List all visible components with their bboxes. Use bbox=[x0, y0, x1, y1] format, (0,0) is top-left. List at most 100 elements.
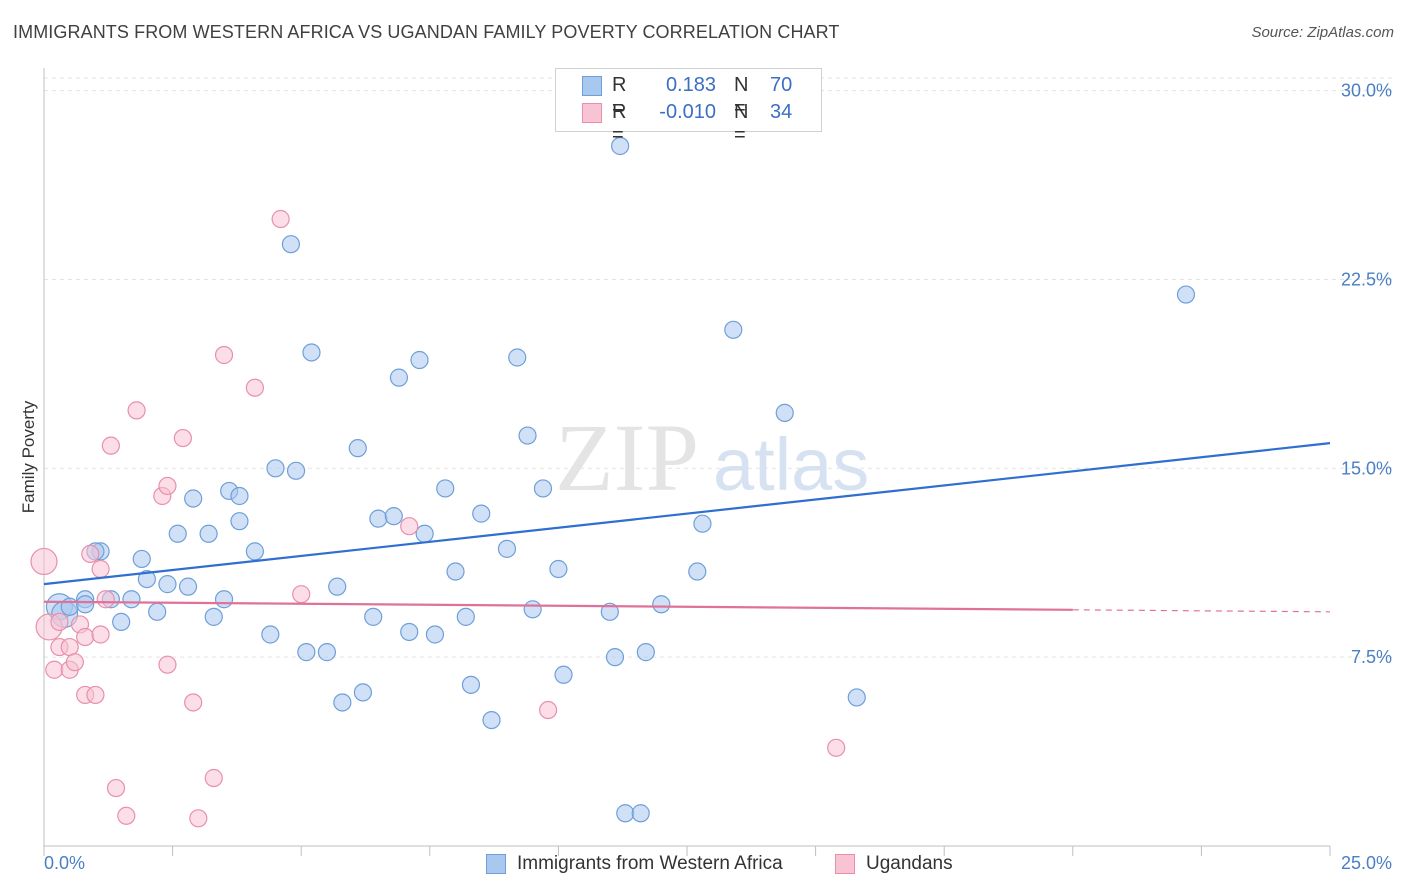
data-point bbox=[76, 595, 95, 614]
data-point bbox=[600, 602, 619, 621]
data-point bbox=[693, 514, 712, 533]
watermark-zip: ZIP bbox=[555, 404, 699, 511]
data-point bbox=[45, 660, 64, 679]
legend-n-value: 34 bbox=[770, 101, 793, 123]
data-point bbox=[549, 559, 568, 579]
bottom-legend-swatch-blue bbox=[486, 854, 506, 874]
data-point bbox=[132, 549, 151, 569]
data-point bbox=[508, 348, 527, 367]
y-tick-labels: 7.5% 15.0% 22.5% 30.0% bbox=[1341, 81, 1392, 668]
data-point bbox=[30, 547, 58, 576]
data-point bbox=[137, 569, 156, 589]
data-point bbox=[261, 625, 280, 644]
data-point bbox=[86, 685, 105, 705]
data-point bbox=[245, 378, 265, 397]
data-point bbox=[436, 479, 455, 498]
data-point bbox=[523, 600, 542, 619]
data-point bbox=[178, 577, 198, 596]
data-point bbox=[456, 607, 475, 626]
bottom-legend-label: Ugandans bbox=[866, 853, 953, 874]
data-point bbox=[446, 562, 465, 581]
legend-swatch-blue bbox=[582, 76, 602, 96]
data-point bbox=[400, 517, 419, 536]
y-tick-label: 15.0% bbox=[1341, 458, 1392, 478]
data-point bbox=[214, 590, 234, 609]
legend-r-label: R = bbox=[612, 101, 627, 146]
data-point bbox=[482, 710, 501, 730]
data-point bbox=[112, 612, 131, 631]
data-point bbox=[60, 637, 79, 657]
stats-legend: R = 0.183 N = 70 R = -0.010 N = 34 bbox=[555, 68, 822, 146]
bottom-legend-swatch-pink bbox=[835, 854, 855, 874]
data-point bbox=[847, 688, 866, 707]
x-tick-label-max: 25.0% bbox=[1341, 853, 1392, 873]
data-point bbox=[230, 512, 249, 531]
data-point bbox=[158, 476, 177, 496]
data-point bbox=[271, 209, 290, 229]
data-point bbox=[281, 235, 301, 254]
legend-n-label: N = bbox=[734, 101, 749, 146]
axes bbox=[43, 68, 1331, 856]
data-point bbox=[184, 693, 203, 712]
data-point bbox=[636, 643, 655, 662]
data-point bbox=[364, 607, 383, 626]
data-point bbox=[328, 577, 347, 596]
y-tick-label: 22.5% bbox=[1341, 269, 1392, 289]
x-tick-label-min: 0.0% bbox=[44, 853, 85, 873]
y-axis-label: Family Poverty bbox=[19, 400, 38, 513]
data-point bbox=[148, 602, 167, 621]
y-tick-label: 7.5% bbox=[1351, 647, 1392, 667]
gridlines bbox=[44, 77, 1392, 658]
data-point bbox=[539, 700, 558, 720]
data-point bbox=[317, 643, 337, 662]
data-point bbox=[204, 607, 223, 626]
data-point bbox=[472, 504, 491, 523]
data-point bbox=[65, 653, 84, 672]
data-point bbox=[81, 544, 100, 564]
legend-r-value: -0.010 bbox=[659, 101, 716, 123]
data-point bbox=[76, 627, 95, 647]
data-point bbox=[724, 320, 743, 339]
y-tick-label: 30.0% bbox=[1341, 81, 1392, 101]
data-point bbox=[1176, 285, 1196, 304]
watermark-atlas: atlas bbox=[713, 423, 869, 506]
data-point bbox=[122, 590, 141, 609]
data-point bbox=[302, 343, 321, 362]
data-point bbox=[158, 655, 177, 674]
data-point bbox=[533, 479, 553, 498]
data-point bbox=[410, 350, 429, 370]
data-point bbox=[127, 401, 146, 420]
data-point bbox=[348, 439, 367, 458]
data-point bbox=[775, 403, 794, 422]
data-point bbox=[245, 542, 265, 561]
data-point bbox=[611, 136, 630, 156]
data-point bbox=[333, 693, 352, 712]
data-point bbox=[554, 665, 573, 684]
data-point bbox=[230, 486, 249, 506]
data-point bbox=[266, 459, 285, 478]
data-point bbox=[631, 804, 650, 823]
data-point bbox=[91, 559, 110, 579]
legend-r-label: R = bbox=[612, 74, 627, 119]
trend-line-ugandans bbox=[43, 600, 1073, 611]
data-point bbox=[286, 461, 306, 480]
data-point bbox=[50, 612, 69, 631]
data-point bbox=[297, 643, 316, 662]
chart-title: IMMIGRANTS FROM WESTERN AFRICA VS UGANDA… bbox=[13, 22, 840, 42]
data-point bbox=[652, 595, 671, 614]
legend-r-value: 0.183 bbox=[665, 74, 716, 96]
data-point bbox=[199, 524, 218, 543]
data-point bbox=[389, 368, 409, 387]
trend-line-immigrants bbox=[43, 442, 1331, 586]
legend-n-value: 70 bbox=[770, 74, 793, 96]
data-point bbox=[616, 804, 635, 823]
data-point bbox=[168, 524, 187, 543]
trend-line-ugandans-extension bbox=[1072, 609, 1331, 613]
data-point bbox=[425, 625, 445, 644]
data-point bbox=[204, 768, 223, 788]
legend-swatch-pink bbox=[582, 103, 602, 123]
data-point bbox=[173, 428, 192, 448]
data-point bbox=[106, 778, 126, 798]
data-point bbox=[189, 809, 208, 828]
